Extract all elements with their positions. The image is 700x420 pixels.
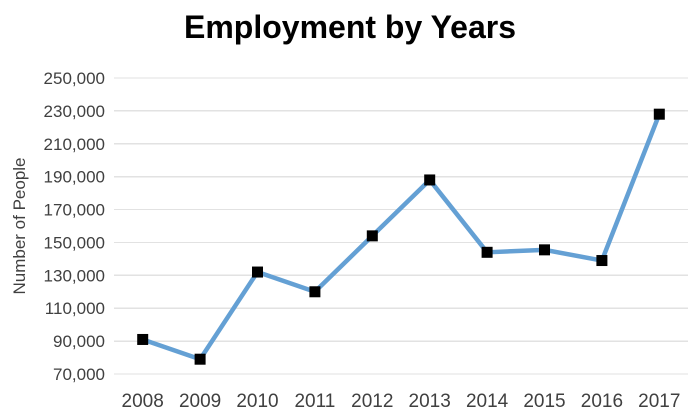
data-point-2013 xyxy=(424,174,436,186)
data-point-2010 xyxy=(252,266,263,278)
x-tick-label: 2013 xyxy=(409,391,451,412)
y-tick-label: 190,000 xyxy=(44,168,105,187)
data-point-2015 xyxy=(539,244,550,256)
x-tick-label: 2012 xyxy=(351,391,393,412)
series-line xyxy=(140,111,662,362)
y-tick-label: 130,000 xyxy=(44,266,105,285)
data-point-2008 xyxy=(137,333,149,345)
y-tick-label: 70,000 xyxy=(53,365,105,384)
x-tick-label: 2010 xyxy=(236,391,278,412)
chart-title: Employment by Years xyxy=(184,9,516,45)
y-tick-label: 150,000 xyxy=(44,233,105,252)
y-tick-label: 110,000 xyxy=(45,299,105,318)
y-tick-label: 90,000 xyxy=(53,332,105,351)
x-tick-label: 2011 xyxy=(294,391,335,412)
y-tick-label: 230,000 xyxy=(44,102,105,121)
x-tick-label: 2016 xyxy=(581,391,623,412)
data-point-2014 xyxy=(481,246,493,258)
data-point-2009 xyxy=(194,353,206,365)
y-tick-label: 170,000 xyxy=(44,201,105,220)
x-tick-label: 2017 xyxy=(638,391,680,412)
data-point-2012 xyxy=(366,230,378,242)
x-tick-label: 2015 xyxy=(523,391,565,412)
x-tick-label: 2009 xyxy=(179,391,221,412)
data-point-2017 xyxy=(653,108,665,120)
x-tick-label: 2008 xyxy=(122,391,164,412)
data-point-2011 xyxy=(309,286,321,298)
y-tick-label: 210,000 xyxy=(44,135,105,154)
y-tick-label: 250,000 xyxy=(44,69,105,88)
data-point-2016 xyxy=(596,255,608,267)
x-tick-label: 2014 xyxy=(466,391,509,412)
